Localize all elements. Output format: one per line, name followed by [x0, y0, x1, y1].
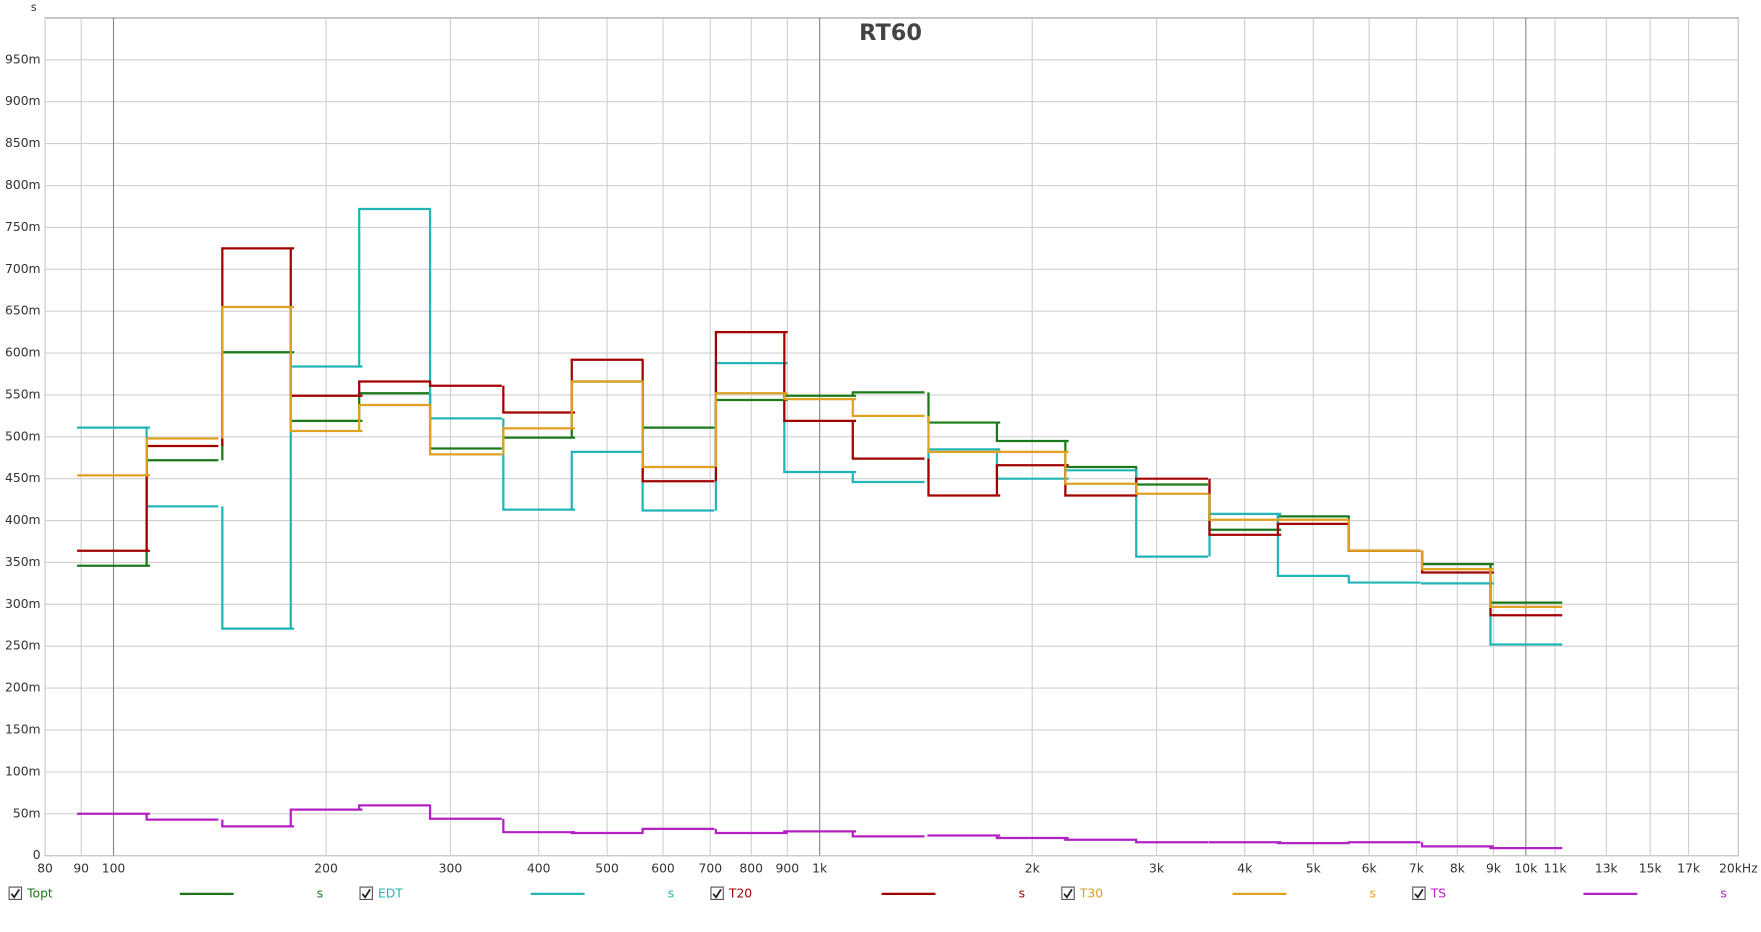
y-tick-label: 950m [5, 52, 41, 66]
legend-checkbox[interactable] [359, 886, 373, 900]
x-tick-label: 4k [1237, 862, 1253, 876]
legend-item[interactable]: TS s [1412, 886, 1727, 900]
y-tick-label: 600m [5, 346, 41, 360]
x-tick-label: 10k [1514, 862, 1538, 876]
y-tick-label: 800m [5, 178, 41, 192]
y-tick-label: 200m [5, 681, 41, 695]
legend-label: TS [1430, 886, 1447, 900]
legend-checkbox[interactable] [8, 886, 23, 900]
y-tick-label: 650m [5, 304, 41, 318]
x-tick-label: 200 [314, 862, 338, 876]
x-tick-label: 80 [37, 862, 53, 876]
y-tick-label: 50m [13, 806, 41, 820]
legend-checkmark [361, 888, 371, 899]
legend-label: EDT [378, 886, 403, 900]
x-tick-label: 100 [102, 862, 126, 876]
x-tick-label: 90 [73, 862, 89, 876]
y-axis-label: s [31, 1, 37, 14]
x-tick-label: 1k [812, 862, 828, 876]
x-tick-label: 700 [698, 862, 722, 876]
y-tick-label: 450m [5, 471, 41, 485]
x-tick-label: 5k [1306, 862, 1322, 876]
legend-unit: s [1019, 886, 1025, 900]
legend-checkmark [10, 888, 20, 899]
legend-label: T30 [1079, 886, 1103, 900]
y-tick-label: 550m [5, 387, 41, 401]
x-tick-label: 9k [1486, 862, 1502, 876]
legend-checkbox[interactable] [710, 886, 724, 900]
x-tick-label: 13k [1595, 862, 1619, 876]
x-tick-label: 500 [595, 862, 619, 876]
y-tick-label: 350m [5, 555, 41, 569]
x-tick-label: 8k [1450, 862, 1466, 876]
x-tick-label: 17k [1677, 862, 1701, 876]
series [77, 305, 1563, 608]
y-tick-label: 100m [5, 764, 41, 778]
x-tick-label: 900 [776, 862, 800, 876]
legend-unit: s [1370, 886, 1376, 900]
y-tick-label: 850m [5, 136, 41, 150]
legend-item[interactable]: T30 s [1061, 886, 1376, 900]
series [77, 804, 1563, 850]
x-tick-label: 800 [739, 862, 763, 876]
legend-label: T20 [728, 886, 752, 900]
y-tick-label: 500m [5, 429, 41, 443]
x-tick-label: 400 [527, 862, 551, 876]
y-tick-label: 750m [5, 220, 41, 234]
legend-unit: s [1720, 886, 1726, 900]
y-tick-label: 900m [5, 94, 41, 108]
x-tick-label: 3k [1149, 862, 1165, 876]
legend-label: Topt [26, 886, 53, 900]
x-tick-label: 2k [1025, 862, 1041, 876]
legend-item[interactable]: EDT s [359, 886, 674, 900]
legend-item[interactable]: Topt s [8, 886, 323, 900]
legend-unit: s [317, 886, 323, 900]
legend-checkbox[interactable] [1412, 886, 1426, 900]
grid [44, 17, 1739, 857]
legend-checkmark [1063, 888, 1073, 899]
x-tick-label: 7k [1409, 862, 1425, 876]
y-tick-label: 250m [5, 639, 41, 653]
legend-checkbox[interactable] [1061, 886, 1075, 900]
x-tick-label: 600 [651, 862, 675, 876]
y-tick-label: 400m [5, 513, 41, 527]
y-tick-label: 700m [5, 262, 41, 276]
y-tick-label: 0 [33, 848, 41, 862]
legend-item[interactable]: T20 s [710, 886, 1025, 900]
x-tick-label: 300 [439, 862, 463, 876]
y-tick-label: 300m [5, 597, 41, 611]
x-tick-label: 20kHz [1719, 862, 1758, 876]
x-tick-label: 15k [1639, 862, 1663, 876]
legend-unit: s [668, 886, 674, 900]
y-tick-label: 150m [5, 722, 41, 736]
x-tick-label: 11k [1544, 862, 1568, 876]
chart-title: RT60 [859, 20, 922, 46]
legend-checkmark [712, 888, 722, 899]
legend-checkmark [1414, 888, 1424, 899]
x-tick-label: 6k [1362, 862, 1378, 876]
